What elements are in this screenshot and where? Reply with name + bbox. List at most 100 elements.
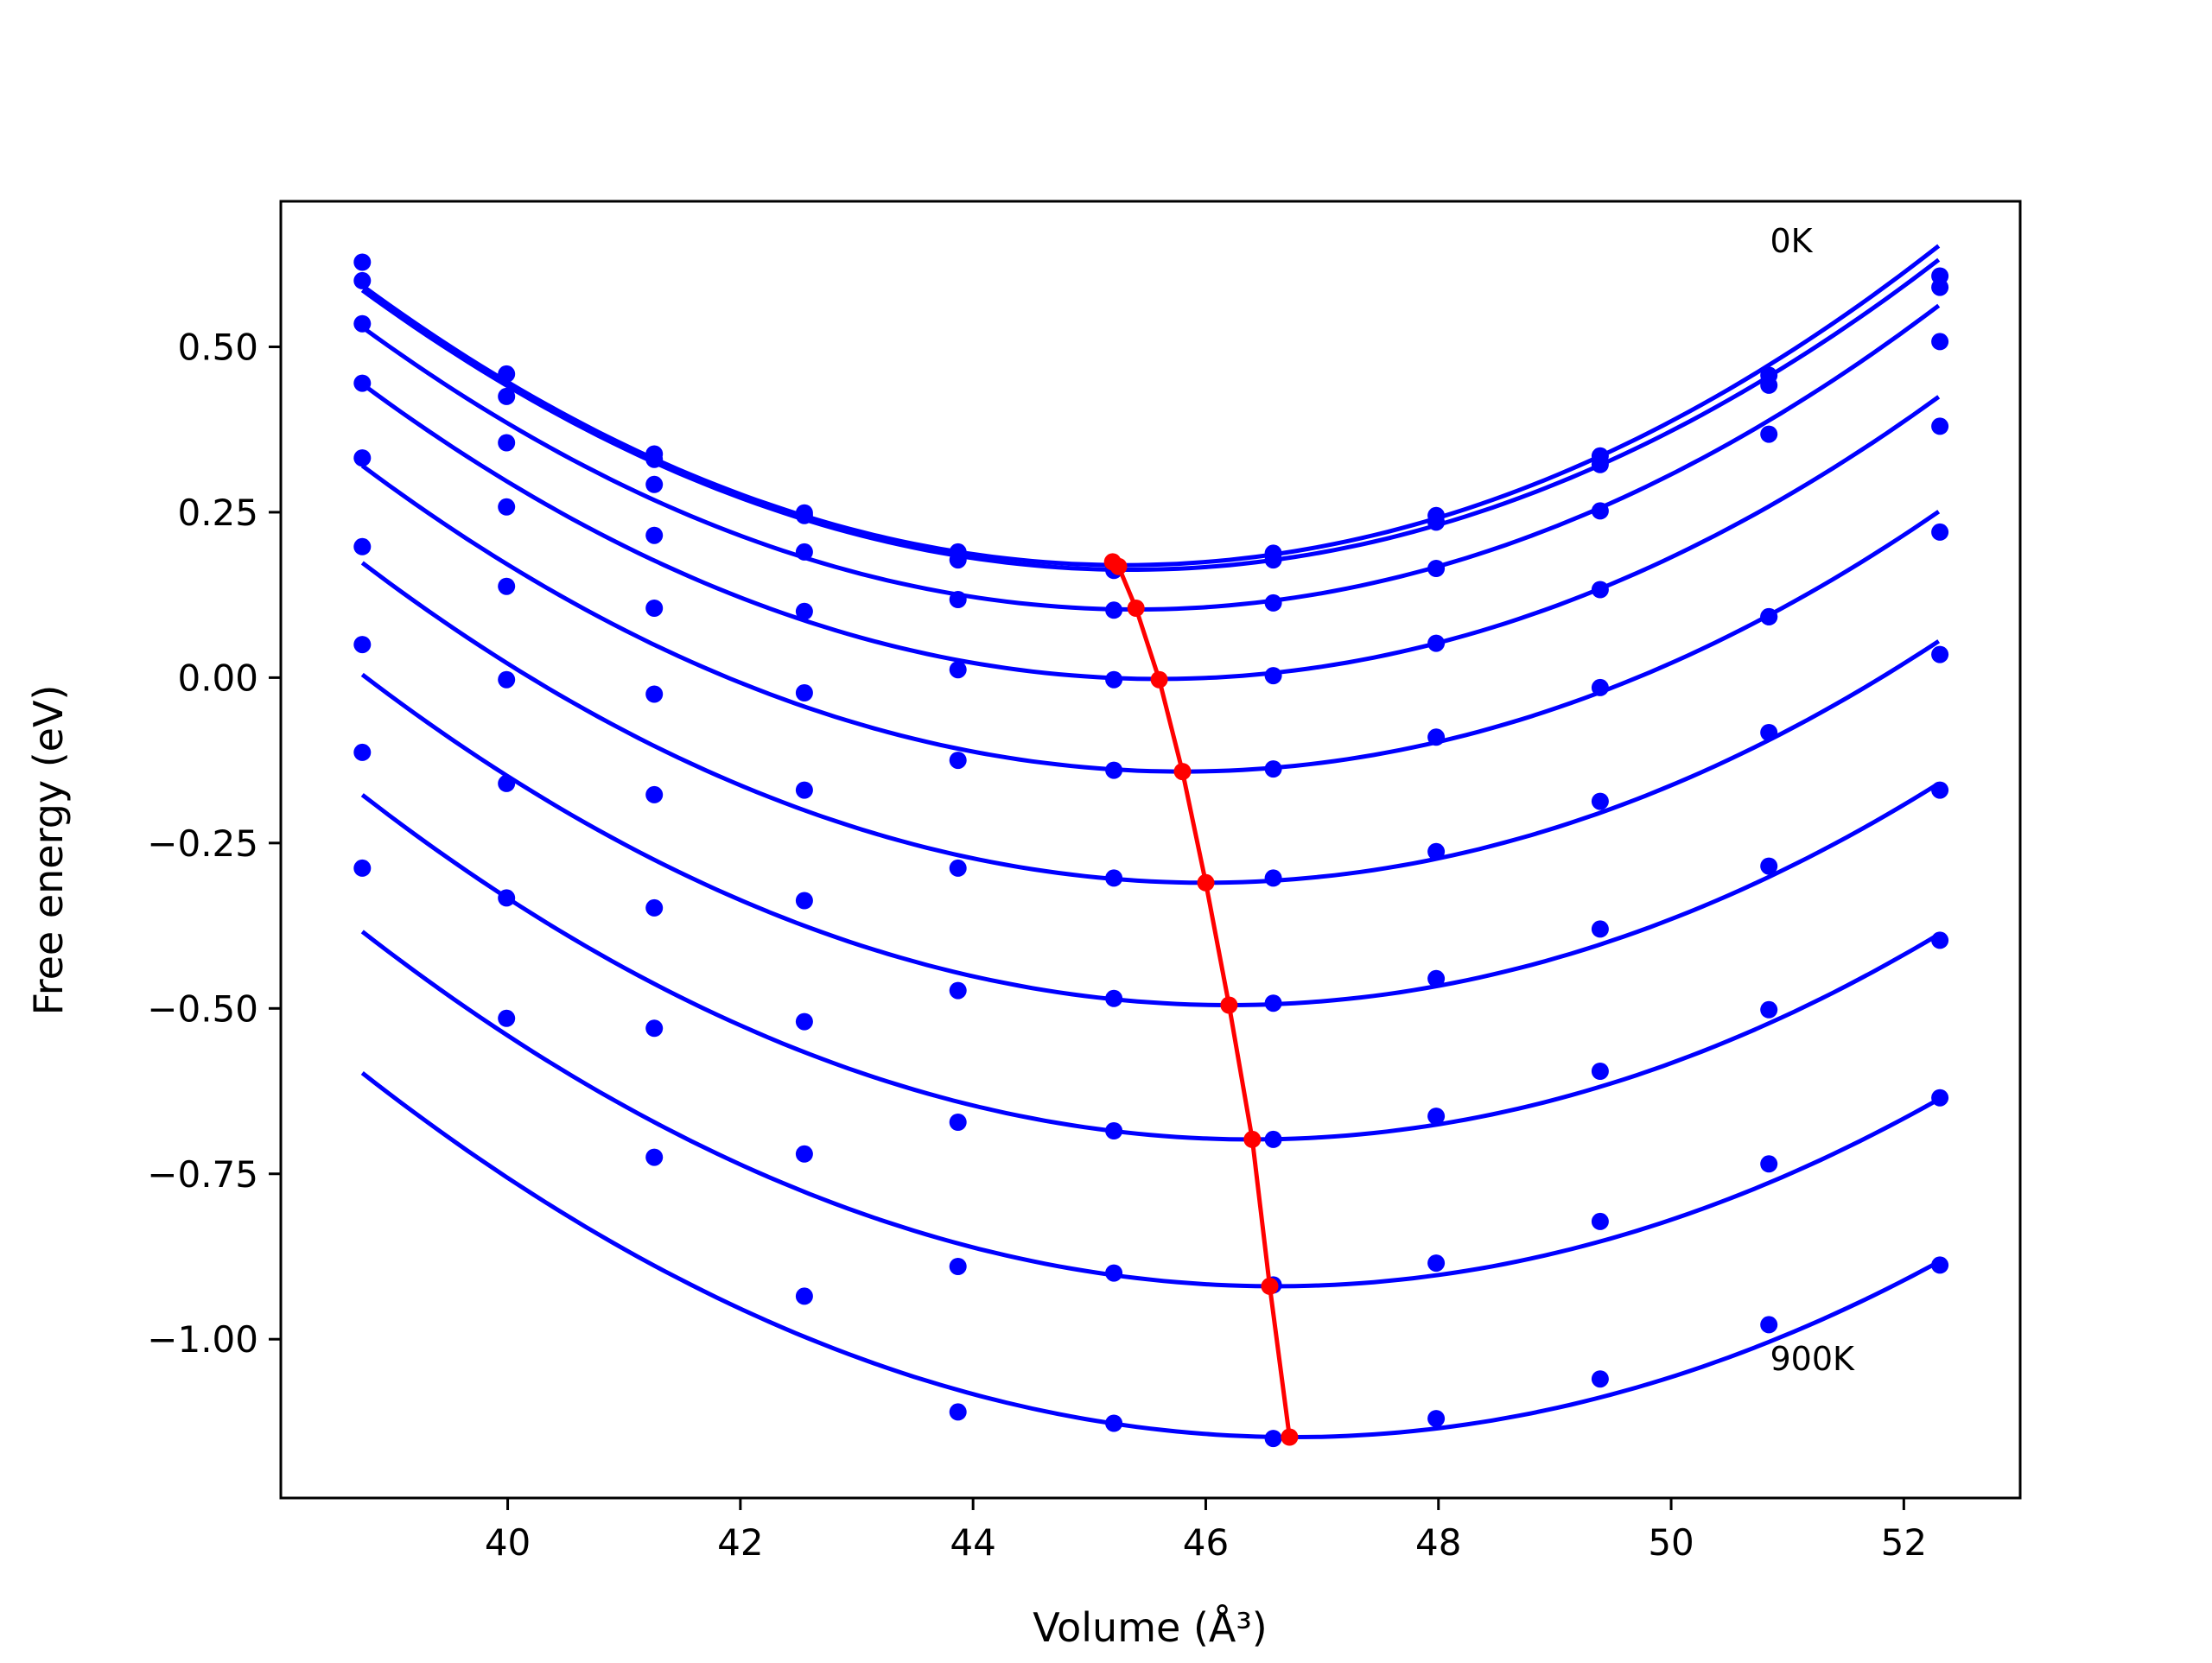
- data-point: [498, 889, 516, 907]
- fit-curve-9: [360, 1071, 1940, 1439]
- data-point: [353, 859, 372, 877]
- data-point: [645, 1148, 664, 1166]
- data-point: [1591, 1063, 1609, 1080]
- data-point: [1427, 513, 1446, 531]
- data-point: [949, 551, 967, 569]
- y-tick-label: 0.50: [177, 326, 258, 368]
- fit-curve-0: [360, 244, 1941, 568]
- data-point: [1427, 969, 1446, 987]
- y-tick-label: −0.50: [147, 987, 258, 1030]
- fit-curve-5: [360, 561, 1941, 885]
- fit-curve-4: [360, 464, 1941, 774]
- x-axis-label: Volume (Å³): [1033, 1604, 1268, 1651]
- data-point: [1760, 1000, 1778, 1019]
- data-point: [1427, 634, 1446, 652]
- data-point: [1591, 678, 1609, 696]
- data-point: [795, 1145, 813, 1163]
- data-point: [353, 374, 372, 392]
- data-point: [1105, 1414, 1123, 1432]
- data-point: [795, 602, 813, 620]
- data-point: [1105, 601, 1123, 619]
- data-point: [1931, 333, 1949, 351]
- minima-line: [1103, 553, 1299, 1446]
- data-point: [353, 314, 372, 333]
- data-point: [1760, 425, 1778, 443]
- data-point: [1105, 1264, 1123, 1282]
- data-point: [1105, 761, 1123, 779]
- data-point: [498, 670, 516, 689]
- data-point: [949, 859, 967, 877]
- data-point: [1264, 667, 1282, 685]
- data-point: [1427, 1254, 1446, 1273]
- minimum-point: [1197, 873, 1215, 892]
- data-point: [1760, 724, 1778, 741]
- minimum-point: [1281, 1428, 1299, 1446]
- annotation-label: 900K: [1770, 1340, 1856, 1378]
- minimum-point: [1150, 670, 1168, 689]
- data-point: [1760, 857, 1778, 875]
- x-tick-label: 42: [717, 1521, 763, 1564]
- data-point: [645, 475, 664, 493]
- fit-curve-7: [360, 793, 1940, 1142]
- y-tick-label: −1.00: [147, 1318, 258, 1361]
- data-point: [645, 526, 664, 544]
- data-point: [1591, 1212, 1609, 1230]
- data-point: [353, 271, 372, 289]
- data-point: [1931, 523, 1949, 541]
- data-point: [1591, 455, 1609, 473]
- y-axis-label: Free energy (eV): [25, 685, 72, 1016]
- data-point: [795, 1287, 813, 1305]
- fit-curve-1: [360, 257, 1941, 572]
- data-point: [498, 365, 516, 383]
- data-point: [1264, 869, 1282, 887]
- x-tick-label: 48: [1415, 1521, 1461, 1564]
- fit-curve-8: [360, 930, 1940, 1289]
- data-point: [353, 537, 372, 555]
- data-point: [1760, 1155, 1778, 1173]
- data-point: [353, 636, 372, 654]
- data-point: [645, 785, 664, 803]
- data-point: [1264, 994, 1282, 1012]
- data-point: [1591, 792, 1609, 810]
- minima-path: [1111, 560, 1292, 1438]
- data-point: [1931, 1256, 1949, 1274]
- data-point: [353, 743, 372, 761]
- data-point: [949, 752, 967, 770]
- data-point: [949, 1403, 967, 1421]
- data-point: [949, 1258, 967, 1275]
- x-tick-label: 50: [1648, 1521, 1694, 1564]
- data-point: [498, 774, 516, 792]
- data-point: [1427, 560, 1446, 577]
- data-point: [1760, 607, 1778, 625]
- data-point: [645, 1019, 664, 1038]
- data-point: [795, 684, 813, 701]
- data-point: [1264, 1430, 1282, 1448]
- y-axis-ticks: 0.50 0.25 0.00 −0.25 −0.50 −0.75 −1.00: [147, 326, 281, 1361]
- data-point: [1931, 645, 1949, 663]
- data-point: [795, 892, 813, 910]
- x-tick-label: 46: [1183, 1521, 1229, 1564]
- y-tick-label: −0.75: [147, 1153, 258, 1196]
- annotation-label: 0K: [1770, 222, 1814, 260]
- data-point: [1427, 728, 1446, 746]
- data-point: [949, 981, 967, 1000]
- minimum-point: [1261, 1277, 1279, 1295]
- minimum-point: [1109, 557, 1128, 575]
- data-point: [1427, 842, 1446, 860]
- data-point: [949, 1114, 967, 1131]
- data-point: [1931, 278, 1949, 296]
- data-point: [645, 685, 664, 703]
- fit-curve-3: [360, 382, 1941, 682]
- data-point: [498, 498, 516, 516]
- data-point: [949, 661, 967, 679]
- data-point: [1264, 1130, 1282, 1148]
- data-point: [645, 450, 664, 468]
- x-tick-label: 52: [1881, 1521, 1927, 1564]
- data-point: [498, 434, 516, 452]
- minimum-point: [1220, 996, 1238, 1014]
- data-point: [353, 253, 372, 271]
- minimum-point: [1173, 763, 1192, 781]
- data-point: [1931, 931, 1949, 949]
- data-point: [1591, 920, 1609, 938]
